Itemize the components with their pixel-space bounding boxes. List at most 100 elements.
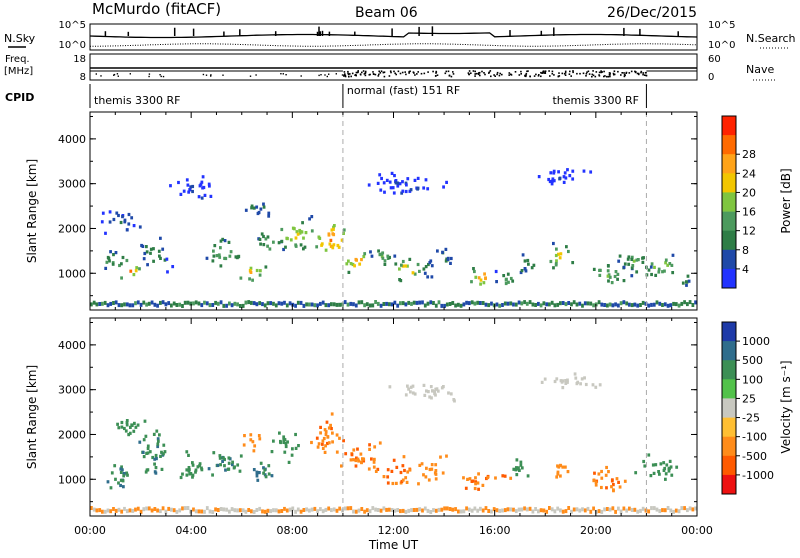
y-tick-label: 1000 <box>58 267 86 280</box>
data-cell <box>669 465 673 469</box>
ground-scatter-cell <box>445 302 449 307</box>
data-cell <box>272 240 275 244</box>
data-cell <box>654 273 658 277</box>
data-cell <box>386 475 390 479</box>
data-cell <box>211 259 215 263</box>
data-cell <box>244 208 248 212</box>
nave-dot <box>544 72 547 74</box>
ground-scatter-cell <box>263 509 267 514</box>
data-cell <box>571 169 575 173</box>
data-cell <box>641 260 645 264</box>
data-cell <box>324 248 328 252</box>
ground-scatter-cell <box>371 303 375 308</box>
ground-scatter-cell <box>200 303 204 308</box>
nave-dot <box>348 75 350 78</box>
data-cell <box>664 261 667 265</box>
data-cell <box>282 435 286 439</box>
nave-dot <box>445 70 448 73</box>
data-cell <box>114 477 117 481</box>
data-cell <box>216 463 220 467</box>
ground-scatter-cell <box>647 303 651 308</box>
data-cell <box>526 258 530 263</box>
data-cell <box>427 262 430 267</box>
data-cell <box>659 462 663 466</box>
data-cell <box>236 256 239 260</box>
data-cell <box>123 426 126 431</box>
data-cell <box>110 471 114 475</box>
data-cell <box>332 243 336 247</box>
data-cell <box>393 254 397 258</box>
data-cell <box>135 266 139 270</box>
nsky-line <box>89 32 698 39</box>
data-cell <box>407 387 410 391</box>
ground-scatter-cell <box>636 509 640 514</box>
data-cell <box>223 464 226 468</box>
colorbar-tick-label: -100 <box>742 431 767 444</box>
ground-scatter-cell <box>305 302 308 307</box>
nave-dot <box>408 70 410 73</box>
data-cell <box>191 189 194 194</box>
ground-scatter-cell <box>324 507 328 512</box>
data-cell <box>503 474 507 478</box>
ground-scatter-cell <box>531 302 535 307</box>
data-cell <box>557 170 560 174</box>
ground-scatter-cell <box>321 509 325 514</box>
data-cell <box>386 481 390 485</box>
data-cell <box>255 205 259 209</box>
data-cell <box>537 175 541 179</box>
data-cell <box>200 468 204 472</box>
ground-scatter-cell <box>241 303 245 308</box>
data-cell <box>566 380 569 384</box>
colorbar-segment <box>722 192 736 212</box>
ground-scatter-cell <box>175 303 179 307</box>
nave-dot <box>432 70 434 73</box>
data-cell <box>441 250 444 254</box>
nave-dot <box>600 70 602 72</box>
data-cell <box>125 421 129 425</box>
freq-tick-bottom: 8 <box>80 72 86 83</box>
data-cell <box>368 443 371 447</box>
nave-dot <box>525 75 527 78</box>
ground-scatter-cell <box>611 303 615 308</box>
ground-scatter-cell <box>142 507 146 512</box>
ground-scatter-cell <box>338 302 342 307</box>
data-cell <box>389 186 393 190</box>
ground-scatter-cell <box>473 301 477 306</box>
ground-scatter-cell <box>365 302 369 307</box>
data-cell <box>561 386 565 390</box>
data-cell <box>606 269 610 273</box>
data-cell <box>369 250 372 254</box>
data-cell <box>149 251 152 255</box>
ground-scatter-cell <box>451 507 455 512</box>
data-cell <box>436 389 440 393</box>
data-cell <box>417 482 420 486</box>
data-cell <box>527 262 530 266</box>
ground-scatter-cell <box>481 301 485 305</box>
data-cell <box>473 269 476 274</box>
data-cell <box>571 261 575 265</box>
nave-dot <box>501 73 503 76</box>
data-cell <box>185 450 189 454</box>
data-cell <box>123 218 127 222</box>
data-cell <box>360 258 363 262</box>
ground-scatter-cell <box>567 301 571 305</box>
ground-scatter-cell <box>98 302 102 306</box>
cpid-segment-label: themis 3300 RF <box>552 94 639 107</box>
ground-scatter-cell <box>321 300 325 305</box>
ground-scatter-cell <box>181 506 184 511</box>
ground-scatter-cell <box>407 508 411 513</box>
ground-scatter-cell <box>514 509 518 514</box>
ground-scatter-cell <box>247 300 251 305</box>
ground-scatter-cell <box>175 509 179 514</box>
nave-dot <box>362 70 365 72</box>
ground-scatter-cell <box>280 509 284 513</box>
data-cell <box>187 466 191 470</box>
data-cell <box>372 465 376 469</box>
data-cell <box>259 242 262 246</box>
data-cell <box>117 481 120 485</box>
ground-scatter-cell <box>470 300 474 305</box>
ground-scatter-cell <box>663 508 667 513</box>
ground-scatter-cell <box>219 300 223 305</box>
data-cell <box>227 461 231 465</box>
nave-dot <box>393 70 395 73</box>
